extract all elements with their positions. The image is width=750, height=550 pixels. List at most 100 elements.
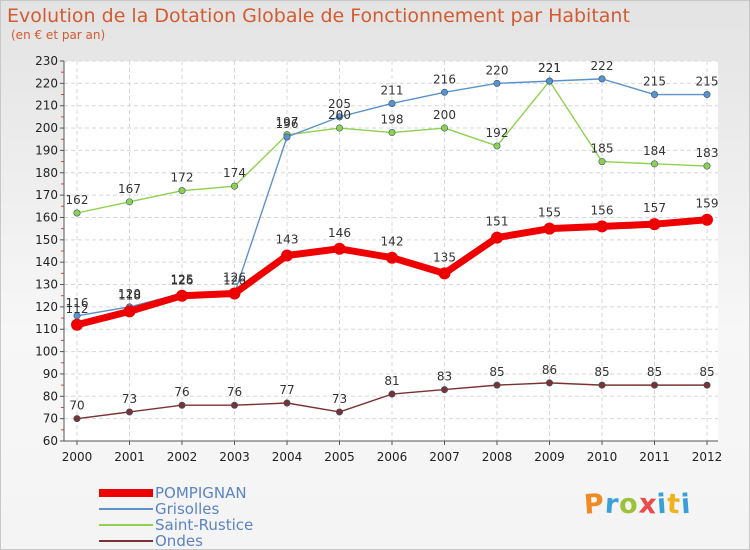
data-label: 156 (591, 203, 614, 217)
data-point (281, 249, 293, 262)
data-label: 85 (647, 365, 662, 379)
data-label: 157 (643, 201, 666, 215)
data-label: 73 (122, 392, 137, 406)
data-point (283, 399, 291, 407)
data-point (231, 401, 239, 409)
data-point (703, 162, 711, 170)
data-point (126, 408, 134, 416)
y-tick-label: 220 (35, 76, 58, 90)
data-label: 77 (279, 383, 294, 397)
data-point (650, 381, 658, 389)
data-label: 184 (643, 144, 666, 158)
y-tick-label: 110 (35, 322, 58, 336)
data-label: 118 (118, 288, 141, 302)
data-label: 76 (227, 385, 242, 399)
data-label: 220 (486, 63, 509, 77)
y-tick-label: 80 (43, 389, 58, 403)
data-point (335, 124, 343, 132)
x-tick-label: 2005 (324, 450, 355, 464)
data-point (333, 242, 346, 255)
y-tick-label: 180 (35, 166, 58, 180)
logo-letter: i (680, 488, 693, 521)
data-point (650, 160, 658, 168)
data-label: 216 (433, 72, 456, 86)
data-point (545, 379, 553, 387)
data-label: 167 (118, 182, 141, 196)
data-label: 70 (69, 399, 84, 413)
data-point (335, 408, 343, 416)
data-label: 116 (66, 296, 89, 310)
data-label: 76 (174, 385, 189, 399)
logo-letter: x (637, 488, 659, 521)
data-point (231, 182, 239, 190)
data-label: 200 (433, 108, 456, 122)
x-tick-label: 2009 (534, 450, 565, 464)
data-label: 142 (381, 235, 404, 249)
data-point (598, 158, 606, 166)
data-point (123, 305, 136, 318)
y-tick-label: 190 (35, 143, 58, 157)
data-point (598, 75, 606, 83)
y-tick-label: 160 (35, 210, 58, 224)
y-tick-label: 90 (43, 367, 58, 381)
y-tick-label: 140 (35, 255, 58, 269)
data-label: 185 (591, 142, 614, 156)
legend-label: Ondes (155, 532, 203, 550)
axes: 60 70 80 90 100 110 120 130 140 150 160 170 180 190 20… (35, 54, 722, 464)
logo-letter: o (618, 488, 640, 521)
data-label: 126 (171, 273, 194, 287)
data-label: 215 (696, 75, 719, 89)
x-tick-label: 2006 (377, 450, 408, 464)
proxiti-logo: Proxiti (582, 488, 693, 521)
data-point (703, 91, 711, 99)
x-tick-label: 2007 (429, 450, 460, 464)
data-point (335, 113, 343, 121)
logo-letter: P (582, 488, 606, 521)
y-tick-label: 70 (43, 412, 58, 426)
data-label: 200 (328, 108, 351, 122)
data-point (440, 124, 448, 132)
data-point (701, 213, 713, 226)
data-label: 135 (433, 250, 456, 264)
data-label: 196 (276, 117, 299, 131)
data-label: 83 (437, 370, 452, 384)
x-tick-label: 2012 (692, 450, 723, 464)
data-point (545, 77, 553, 85)
legend-label: Saint-Rustice (155, 516, 254, 534)
data-point (493, 381, 501, 389)
data-point (71, 318, 83, 331)
data-label: 211 (381, 83, 404, 97)
x-tick-label: 2010 (587, 450, 618, 464)
data-point (176, 289, 188, 302)
legend-swatch (99, 489, 153, 497)
y-tick-label: 200 (35, 121, 58, 135)
data-label: 198 (381, 113, 404, 127)
data-point (650, 91, 658, 99)
data-label: 162 (66, 193, 89, 207)
data-point (493, 79, 501, 87)
data-label: 126 (223, 273, 246, 287)
data-label: 85 (594, 365, 609, 379)
x-tick-label: 2003 (219, 450, 250, 464)
data-label: 205 (328, 97, 351, 111)
data-point (126, 198, 134, 206)
legend-swatch (99, 524, 153, 526)
data-label: 86 (542, 363, 557, 377)
data-label: 159 (696, 197, 719, 211)
data-point (440, 386, 448, 394)
data-label: 73 (332, 392, 347, 406)
data-point (438, 267, 451, 280)
data-label: 172 (171, 171, 194, 185)
data-point (388, 99, 396, 107)
y-tick-label: 120 (35, 300, 58, 314)
data-point (386, 251, 398, 264)
data-point (178, 401, 186, 409)
data-point (73, 209, 81, 217)
data-label: 183 (696, 146, 719, 160)
data-label: 81 (384, 374, 399, 388)
x-tick-label: 2011 (639, 450, 670, 464)
data-point (493, 142, 501, 150)
data-point (73, 415, 81, 423)
